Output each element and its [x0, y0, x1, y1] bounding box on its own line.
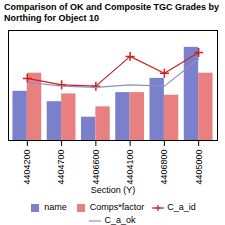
- html-text:C_a_id: C_a_id: [167, 202, 196, 212]
- svg-text:Section (Y): Section (Y): [91, 185, 136, 195]
- html-text:C_a_ok: C_a_ok: [104, 215, 136, 225]
- svg-text:4404100: 4404100: [125, 150, 135, 185]
- svg-text:4406800: 4406800: [159, 150, 169, 185]
- html-text:name: name: [44, 202, 67, 212]
- svg-text:4404700: 4404700: [56, 150, 66, 185]
- html-text:Comps*factor: Comps*factor: [89, 202, 145, 212]
- svg-text:4405000: 4405000: [194, 150, 204, 185]
- svg-text:4406600: 4406600: [91, 150, 101, 185]
- html-text:Comparison of OK and Composite: Comparison of OK and Composite TGC Grade…: [4, 2, 219, 23]
- svg-text:4404200: 4404200: [22, 150, 32, 185]
